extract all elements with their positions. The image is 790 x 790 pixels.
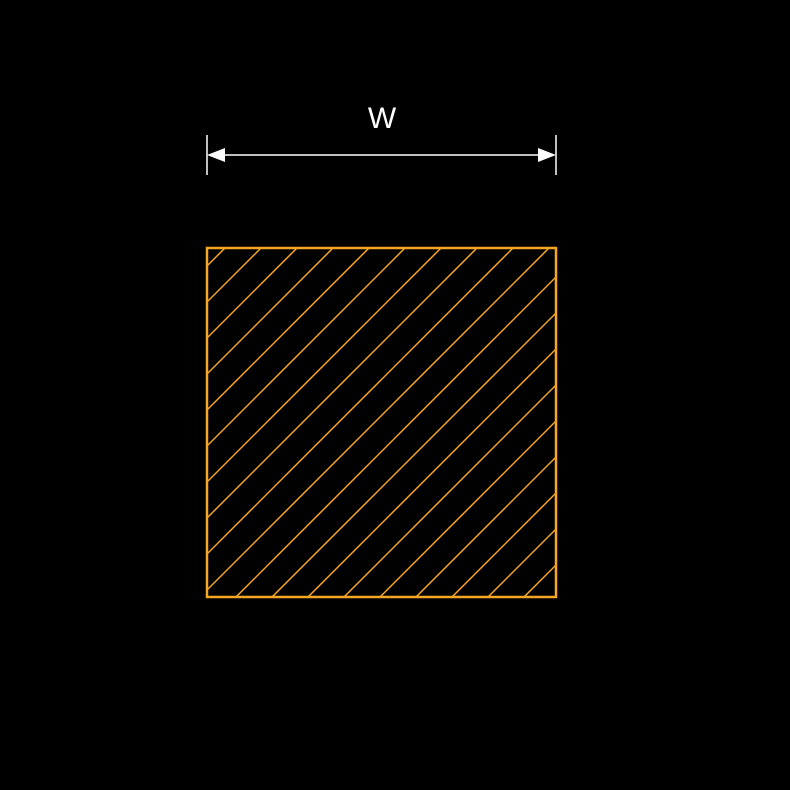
dimension-label: W [368, 102, 397, 135]
diagram-canvas: W [0, 0, 790, 790]
